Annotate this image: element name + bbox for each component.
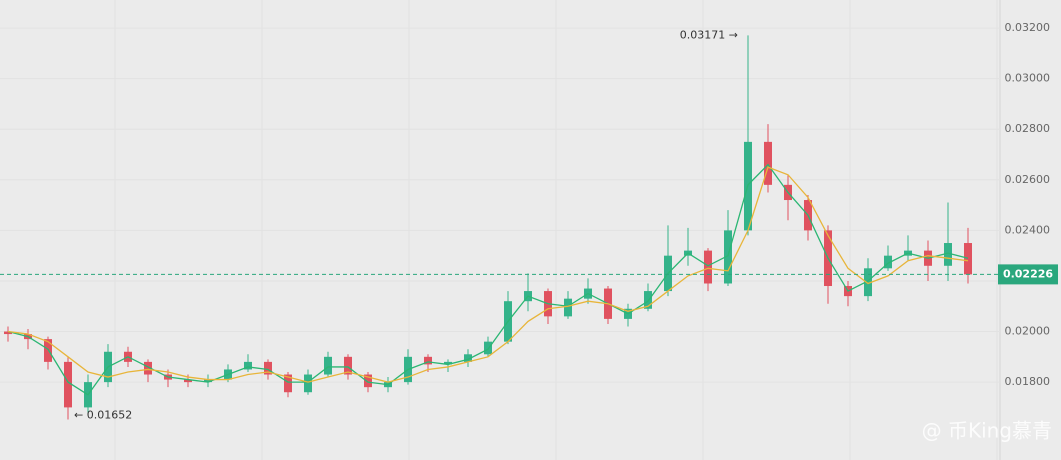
y-tick-label: 0.02600 — [1005, 173, 1051, 186]
candle-body — [764, 141, 772, 185]
candle-body — [564, 298, 572, 317]
y-tick-label: 0.01800 — [1005, 375, 1051, 388]
candle-body — [344, 356, 352, 375]
candle-body — [464, 354, 472, 362]
candle-body — [144, 361, 152, 375]
candle-body — [64, 361, 72, 408]
candle-body — [264, 361, 272, 375]
last-price-box — [998, 264, 1058, 285]
y-tick-label: 0.02800 — [1005, 122, 1051, 135]
candle-body — [964, 243, 972, 275]
candle-body — [704, 250, 712, 284]
moving-average-line — [7, 163, 969, 396]
candle-body — [424, 356, 432, 365]
candle-body — [324, 356, 332, 375]
candle-body — [724, 230, 732, 284]
candle-body — [884, 255, 892, 269]
candle-body — [364, 374, 372, 388]
max-annotation: 0.03171 → — [680, 28, 738, 41]
candle-body — [244, 361, 252, 370]
y-tick-label: 0.02000 — [1005, 325, 1051, 338]
candle-body — [944, 243, 952, 266]
candle-body — [44, 339, 52, 362]
candle-body — [4, 331, 12, 335]
min-annotation: ← 0.01652 — [74, 409, 132, 422]
y-tick-label: 0.02400 — [1005, 223, 1051, 236]
candle-body — [484, 341, 492, 355]
watermark: @ 币King慕青 — [922, 419, 1052, 443]
y-tick-label: 0.03000 — [1005, 72, 1051, 85]
last-price-label: 0.02226 — [1003, 267, 1053, 280]
candle-body — [284, 374, 292, 393]
candle-body — [204, 379, 212, 383]
candle-body — [304, 374, 312, 393]
candle-body — [864, 268, 872, 297]
candle-body — [644, 291, 652, 309]
candle-body — [444, 361, 452, 365]
candle-body — [184, 379, 192, 383]
moving-average-line — [7, 166, 969, 383]
y-tick-label: 0.03200 — [1005, 21, 1051, 34]
